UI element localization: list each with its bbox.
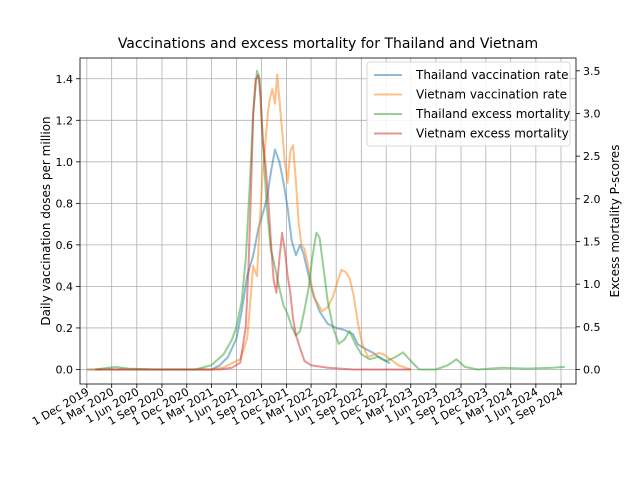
y-axis-label-left: Daily vaccination doses per million (39, 116, 53, 325)
series-layer (86, 69, 565, 371)
y-tick-label-right: 0.5 (583, 321, 601, 334)
series-line-3 (95, 69, 565, 371)
legend-label: Vietnam vaccination rate (416, 88, 567, 102)
y-tick-label-right: 1.5 (583, 235, 601, 248)
series-line-2 (86, 73, 412, 371)
y-tick-label-left: 1.2 (56, 114, 74, 127)
y-tick-label-left: 0.6 (56, 239, 74, 252)
y-tick-label-left: 1.4 (56, 73, 74, 86)
y-tick-label-left: 1.0 (56, 156, 74, 169)
y-tick-label-left: 0.2 (56, 322, 74, 335)
legend-label: Vietnam excess mortality (416, 127, 569, 141)
legend-label: Thailand excess mortality (415, 107, 570, 121)
left-y-axis: 0.0 0.2 0.4 0.6 0.8 1.0 1.2 1.4 (56, 73, 80, 376)
y-tick-label-right: 2.0 (583, 193, 601, 206)
grid-layer (80, 58, 576, 384)
y-tick-label-right: 0.0 (583, 363, 601, 376)
legend-box (366, 61, 571, 147)
plot-frame (79, 57, 577, 385)
y-tick-label-right: 1.0 (583, 278, 601, 291)
y-tick-label-left: 0.0 (56, 363, 74, 376)
series-line-1 (86, 148, 391, 371)
legend-label: Thailand vaccination rate (415, 68, 568, 82)
y-axis-label-right: Excess mortality P-scores (608, 145, 622, 298)
right-y-axis: 0.0 0.5 1.0 1.5 2.0 2.5 3.0 3.5 (576, 65, 601, 376)
chart-title: Vaccinations and excess mortality for Th… (118, 36, 538, 52)
y-tick-label-left: 0.4 (56, 280, 74, 293)
y-tick-label-left: 0.8 (56, 197, 74, 210)
legend: Thailand vaccination rate Vietnam vaccina… (366, 61, 571, 147)
y-tick-label-right: 3.0 (583, 107, 601, 120)
y-tick-label-right: 3.5 (583, 65, 601, 78)
series-line-4 (95, 74, 411, 371)
y-tick-label-right: 2.5 (583, 150, 601, 163)
